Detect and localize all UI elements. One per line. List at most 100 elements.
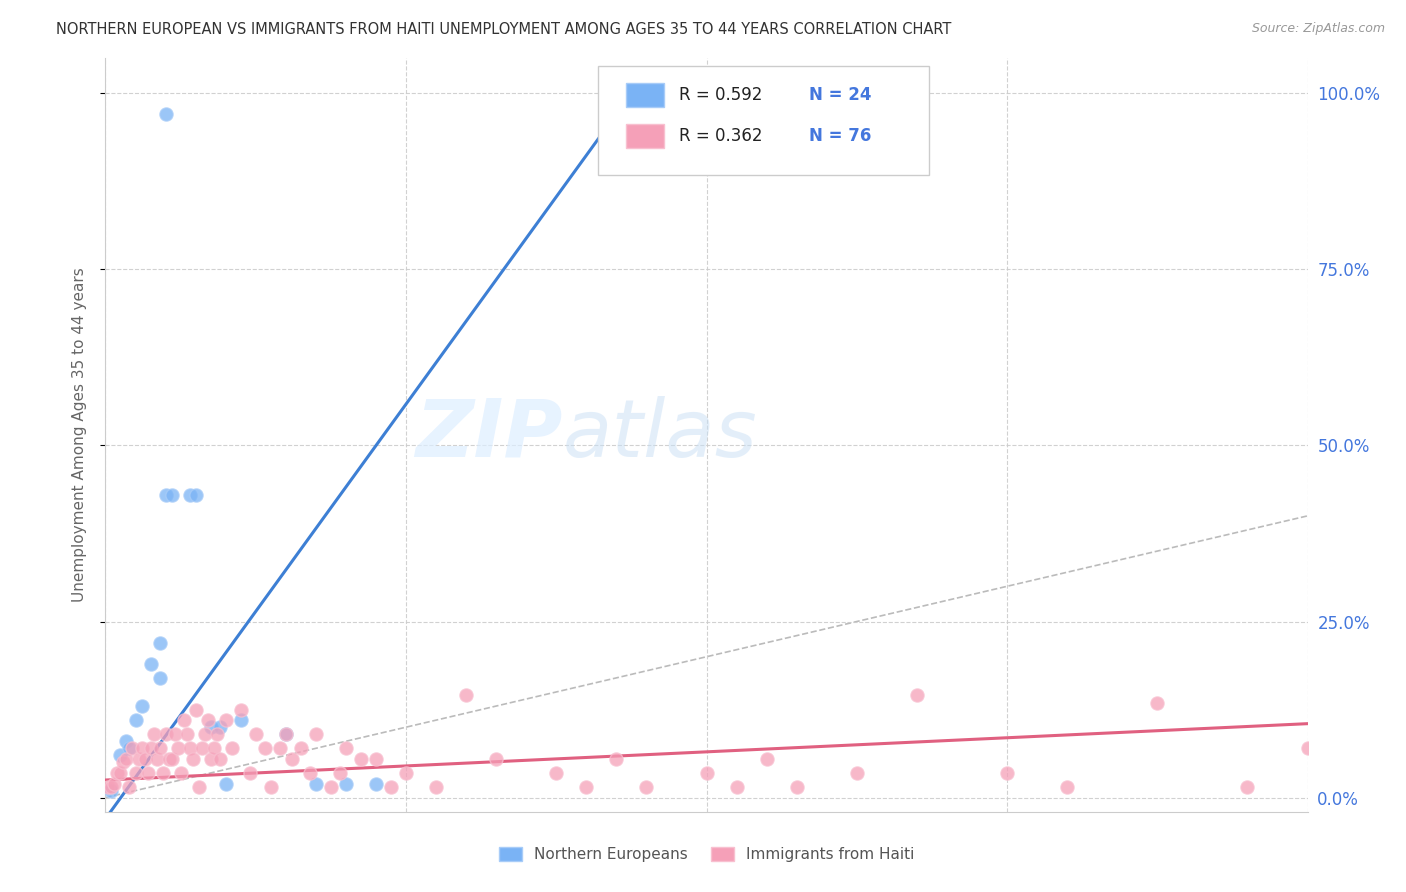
Point bbox=[160, 488, 183, 502]
Text: Source: ZipAtlas.com: Source: ZipAtlas.com bbox=[1251, 22, 1385, 36]
Point bbox=[575, 780, 598, 794]
Point bbox=[298, 766, 321, 780]
Point bbox=[269, 741, 291, 756]
Point bbox=[274, 727, 297, 741]
Point bbox=[184, 488, 207, 502]
Point bbox=[131, 699, 153, 714]
Point bbox=[181, 752, 204, 766]
Point bbox=[274, 727, 297, 741]
Point bbox=[187, 780, 209, 794]
Point bbox=[239, 766, 262, 780]
Point bbox=[107, 766, 129, 780]
Point bbox=[425, 780, 447, 794]
Point bbox=[305, 776, 328, 790]
Point bbox=[124, 713, 146, 727]
Point bbox=[1236, 780, 1258, 794]
Point bbox=[100, 783, 122, 797]
Point bbox=[229, 702, 252, 716]
Point bbox=[605, 752, 627, 766]
Point bbox=[148, 741, 170, 756]
Point bbox=[229, 713, 252, 727]
Point bbox=[131, 741, 153, 756]
Point bbox=[118, 741, 141, 756]
Point bbox=[350, 752, 373, 766]
Point bbox=[115, 752, 138, 766]
FancyBboxPatch shape bbox=[626, 124, 665, 148]
Point bbox=[139, 657, 162, 671]
Point bbox=[190, 741, 212, 756]
Point bbox=[148, 635, 170, 649]
Point bbox=[145, 752, 167, 766]
Point bbox=[128, 752, 150, 766]
Point bbox=[214, 713, 236, 727]
Point bbox=[364, 776, 387, 790]
Point bbox=[485, 752, 508, 766]
FancyBboxPatch shape bbox=[599, 65, 929, 175]
Point bbox=[124, 766, 146, 780]
Point bbox=[136, 766, 159, 780]
Text: R = 0.592: R = 0.592 bbox=[679, 86, 762, 103]
Point bbox=[329, 766, 352, 780]
Point bbox=[786, 780, 808, 794]
Point bbox=[319, 780, 342, 794]
Point bbox=[179, 741, 201, 756]
Point bbox=[205, 727, 228, 741]
Point bbox=[157, 752, 180, 766]
Point bbox=[364, 752, 387, 766]
Point bbox=[139, 741, 162, 756]
Point bbox=[208, 752, 231, 766]
Point bbox=[395, 766, 418, 780]
Point bbox=[179, 488, 201, 502]
Text: R = 0.362: R = 0.362 bbox=[679, 128, 762, 145]
Point bbox=[166, 741, 188, 756]
Legend: Northern Europeans, Immigrants from Haiti: Northern Europeans, Immigrants from Hait… bbox=[492, 840, 921, 868]
Point bbox=[118, 780, 141, 794]
Point bbox=[200, 720, 222, 734]
Point bbox=[636, 780, 658, 794]
Point bbox=[546, 766, 568, 780]
Y-axis label: Unemployment Among Ages 35 to 44 years: Unemployment Among Ages 35 to 44 years bbox=[72, 268, 87, 602]
Point bbox=[202, 741, 225, 756]
Point bbox=[905, 689, 928, 703]
Point bbox=[112, 756, 135, 770]
Point bbox=[155, 727, 177, 741]
Point bbox=[197, 713, 219, 727]
Point bbox=[184, 702, 207, 716]
Point bbox=[755, 752, 778, 766]
Point bbox=[1056, 780, 1078, 794]
Text: atlas: atlas bbox=[562, 396, 756, 474]
Point bbox=[152, 766, 174, 780]
Point bbox=[221, 741, 243, 756]
Point bbox=[260, 780, 283, 794]
Text: ZIP: ZIP bbox=[415, 396, 562, 474]
Text: N = 76: N = 76 bbox=[808, 128, 872, 145]
Point bbox=[200, 752, 222, 766]
Point bbox=[103, 776, 125, 790]
Point bbox=[155, 107, 177, 121]
Point bbox=[173, 713, 195, 727]
Point bbox=[995, 766, 1018, 780]
Text: NORTHERN EUROPEAN VS IMMIGRANTS FROM HAITI UNEMPLOYMENT AMONG AGES 35 TO 44 YEAR: NORTHERN EUROPEAN VS IMMIGRANTS FROM HAI… bbox=[56, 22, 952, 37]
Point bbox=[1146, 696, 1168, 710]
Point bbox=[121, 741, 143, 756]
Point bbox=[134, 752, 156, 766]
Point bbox=[335, 776, 357, 790]
Point bbox=[380, 780, 402, 794]
Point bbox=[160, 752, 183, 766]
Point bbox=[194, 727, 217, 741]
Point bbox=[845, 766, 868, 780]
Point bbox=[290, 741, 312, 756]
Point bbox=[176, 727, 198, 741]
Point bbox=[110, 748, 132, 763]
Point bbox=[245, 727, 267, 741]
Point bbox=[110, 766, 132, 780]
Point bbox=[305, 727, 328, 741]
Point bbox=[148, 671, 170, 685]
Text: N = 24: N = 24 bbox=[808, 86, 872, 103]
Point bbox=[155, 488, 177, 502]
FancyBboxPatch shape bbox=[626, 83, 665, 107]
Point bbox=[163, 727, 186, 741]
Point bbox=[335, 741, 357, 756]
Point bbox=[115, 734, 138, 748]
Point bbox=[456, 689, 478, 703]
